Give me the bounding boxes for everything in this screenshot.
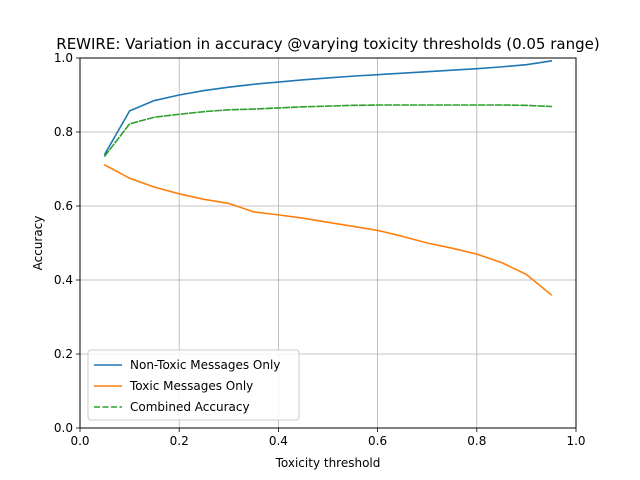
x-tick-label: 0.6 (368, 434, 387, 448)
x-axis: 0.0 0.2 0.4 0.6 0.8 1.0 (70, 428, 586, 448)
chart-title: REWIRE: Variation in accuracy @varying t… (56, 35, 599, 53)
series-line-non-toxic-messages-only (103, 60, 553, 156)
series-line-combined-accuracy (103, 104, 553, 158)
x-axis-label: Toxicity threshold (275, 456, 381, 470)
plot-frame (79, 57, 577, 429)
legend-label: Toxic Messages Only (129, 379, 253, 393)
y-tick-label: 0.8 (54, 125, 73, 139)
y-tick-label: 0.6 (54, 199, 73, 213)
legend-label: Non-Toxic Messages Only (130, 358, 280, 372)
legend: Non-Toxic Messages Only Toxic Messages On… (87, 349, 300, 421)
y-axis-label: Accuracy (31, 216, 45, 271)
legend-box (87, 349, 300, 421)
legend-label: Combined Accuracy (130, 400, 250, 414)
y-axis: 0.0 0.2 0.4 0.6 0.8 1.0 (54, 51, 80, 435)
x-tick-label: 0.4 (269, 434, 288, 448)
x-tick-label: 0.8 (467, 434, 486, 448)
y-tick-label: 1.0 (54, 51, 73, 65)
y-tick-label: 0.0 (54, 421, 73, 435)
y-tick-label: 0.4 (54, 273, 73, 287)
x-tick-label: 0.0 (70, 434, 89, 448)
x-tick-label: 0.2 (170, 434, 189, 448)
x-tick-label: 1.0 (566, 434, 585, 448)
series-lines (103, 60, 553, 296)
y-tick-label: 0.2 (54, 347, 73, 361)
series-line-toxic-messages-only (103, 163, 553, 296)
